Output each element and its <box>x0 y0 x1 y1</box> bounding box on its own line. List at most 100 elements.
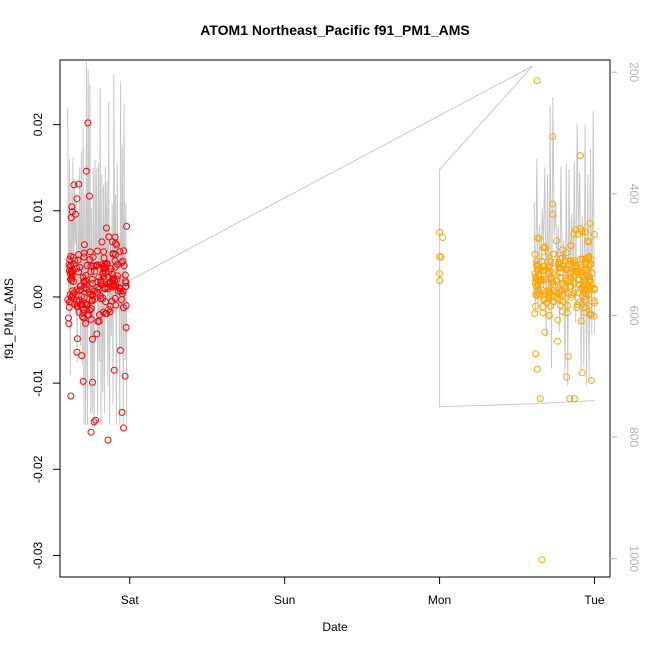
data-point-flight_2 <box>556 301 564 309</box>
data-point-flight_2 <box>581 304 589 312</box>
data-point-flight_1 <box>86 248 94 256</box>
data-point-flight_1 <box>112 239 120 247</box>
data-point-flight_2 <box>573 304 581 311</box>
data-point-flight_2 <box>579 255 586 263</box>
data-point-flight_1 <box>108 270 116 278</box>
data-point-flight_1 <box>69 291 77 299</box>
data-point-flight_1 <box>79 309 87 317</box>
data-point-flight_2 <box>590 231 598 238</box>
data-point-flight_1 <box>84 311 91 319</box>
data-point-flight_2 <box>436 228 444 236</box>
data-point-flight_2 <box>578 292 586 300</box>
data-point-flight_1 <box>97 295 105 303</box>
data-point-flight_2 <box>582 266 590 273</box>
data-point-flight_2 <box>576 224 584 232</box>
data-point-flight_1 <box>78 313 86 321</box>
data-point-flight_1 <box>88 275 96 283</box>
altitude-line-main <box>67 61 595 425</box>
data-point-flight_2 <box>587 377 595 384</box>
data-point-flight_2 <box>547 258 555 265</box>
data-point-flight_2 <box>541 328 549 336</box>
data-point-flight_2 <box>585 302 593 310</box>
data-point-flight_2 <box>549 298 557 306</box>
data-point-flight_1 <box>111 257 119 265</box>
data-point-flight_2 <box>545 312 553 319</box>
data-point-flight_1 <box>80 241 88 249</box>
data-point-flight_1 <box>94 278 102 286</box>
data-point-flight_2 <box>548 293 556 301</box>
data-point-flight_2 <box>567 242 575 250</box>
data-point-flight_1 <box>72 210 79 218</box>
data-point-flight_2 <box>533 365 541 373</box>
data-point-flight_2 <box>549 200 557 208</box>
data-point-flight_2 <box>533 77 541 85</box>
data-point-flight_1 <box>120 424 127 432</box>
data-point-flight_1 <box>98 261 106 269</box>
data-point-flight_2 <box>538 556 546 564</box>
x-axis-label: Date <box>322 620 348 634</box>
data-point-flight_2 <box>551 281 558 289</box>
data-point-flight_2 <box>590 286 598 294</box>
data-point-flight_1 <box>75 308 83 316</box>
data-point-flight_2 <box>541 296 548 304</box>
data-point-flight_2 <box>543 299 551 307</box>
data-point-flight_2 <box>436 270 444 278</box>
data-point-flight_1 <box>67 261 75 269</box>
data-point-flight_1 <box>99 270 107 278</box>
data-point-flight_1 <box>103 310 111 317</box>
y-tick-label: -0.02 <box>31 455 45 483</box>
data-point-flight_1 <box>118 408 126 416</box>
data-point-flight_2 <box>578 369 586 377</box>
data-point-flight_1 <box>116 346 124 354</box>
y-tick-label: 0.00 <box>31 285 45 309</box>
y2-tick-label: 1000 <box>627 545 641 572</box>
data-point-flight_2 <box>577 317 585 325</box>
data-point-flight_2 <box>566 395 574 403</box>
data-point-flight_1 <box>92 416 100 424</box>
data-point-flight_2 <box>573 301 581 309</box>
plot-frame <box>59 59 611 578</box>
data-point-flight_1 <box>122 279 130 287</box>
data-point-flight_1 <box>89 296 97 304</box>
data-point-flight_1 <box>90 267 98 275</box>
data-point-flight_1 <box>109 249 117 257</box>
data-point-flight_1 <box>119 257 127 265</box>
data-point-flight_2 <box>545 286 553 294</box>
data-point-flight_2 <box>550 271 558 279</box>
data-point-flight_1 <box>80 249 88 257</box>
data-point-flight_2 <box>546 262 554 270</box>
data-point-flight_1 <box>120 247 128 255</box>
data-point-flight_1 <box>96 311 103 319</box>
data-point-flight_2 <box>439 234 447 241</box>
y-tick-label: 0.01 <box>31 199 45 223</box>
data-point-flight_1 <box>121 271 129 279</box>
data-point-flight_1 <box>73 335 81 343</box>
data-point-flight_2 <box>587 260 595 268</box>
data-point-flight_1 <box>87 428 95 436</box>
data-point-flight_1 <box>76 301 84 309</box>
data-point-flight_1 <box>93 261 101 269</box>
data-point-flight_1 <box>85 192 93 200</box>
data-point-flight_2 <box>538 257 546 265</box>
data-point-flight_1 <box>70 181 78 189</box>
data-point-flight_2 <box>565 290 573 298</box>
data-point-flight_1 <box>68 277 75 285</box>
data-point-flight_2 <box>551 258 559 266</box>
data-point-flight_1 <box>90 262 98 270</box>
data-point-flight_1 <box>73 348 81 356</box>
altitude-line-flight-2 <box>533 96 595 387</box>
data-point-flight_1 <box>90 287 98 295</box>
data-point-flight_2 <box>567 258 575 265</box>
data-point-flight_2 <box>547 279 555 287</box>
y2-tick-label: 600 <box>627 305 641 325</box>
data-point-flight_2 <box>577 285 584 293</box>
y-axis-label: f91_PM1_AMS <box>2 278 16 359</box>
data-point-flight_2 <box>535 290 543 298</box>
data-point-flight_2 <box>570 268 578 276</box>
data-point-flight_1 <box>66 270 74 277</box>
data-point-flight_2 <box>535 276 543 284</box>
data-point-flight_1 <box>112 301 120 309</box>
data-point-flight_1 <box>110 366 118 374</box>
x-tick-label: Tue <box>584 593 605 607</box>
